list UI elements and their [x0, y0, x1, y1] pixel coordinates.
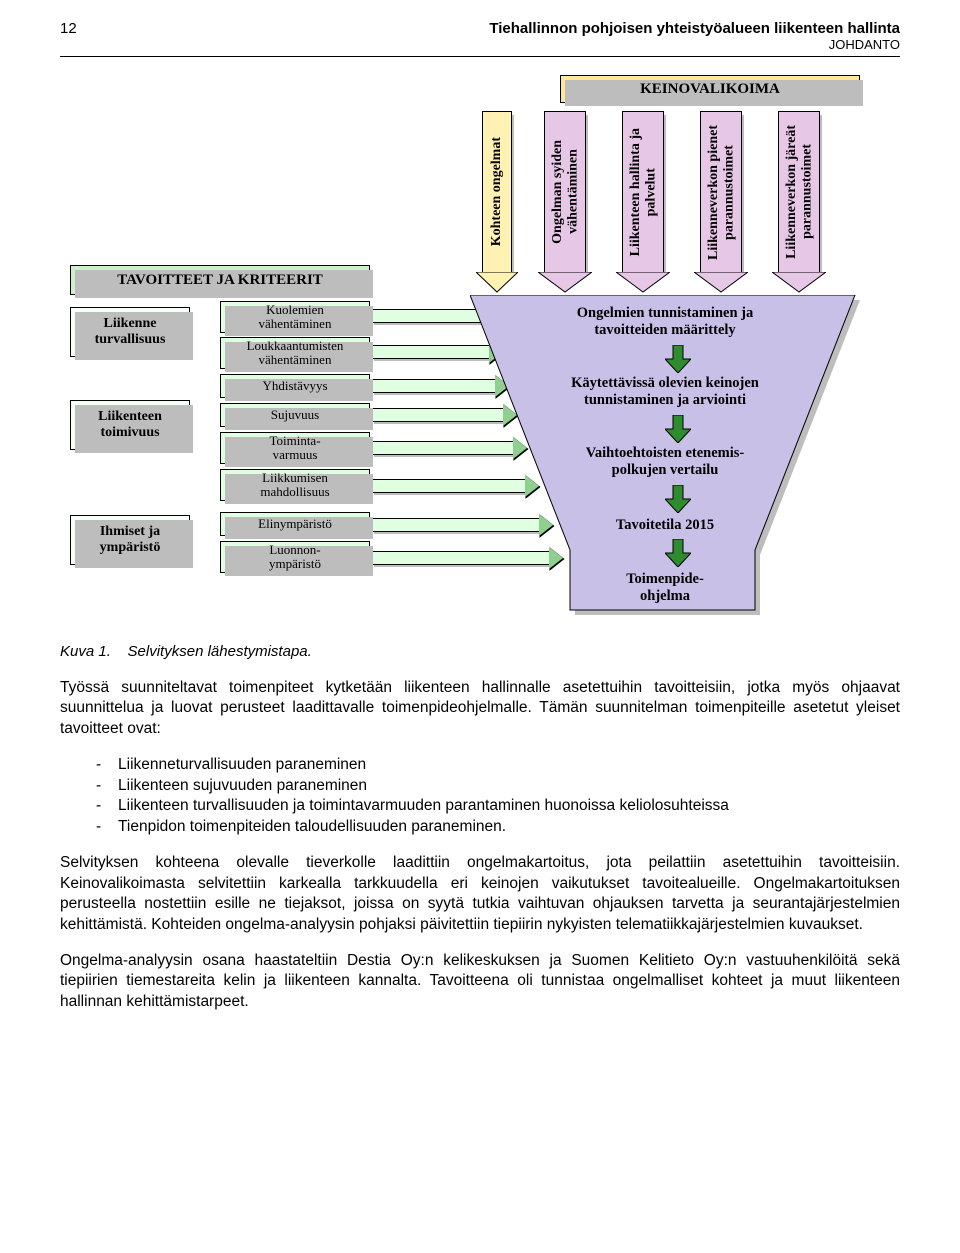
caption-prefix: Kuva 1.	[60, 643, 111, 660]
criteria-label: Yhdistävyys	[263, 379, 328, 393]
category-label: Ihmiset ja ympäristö	[100, 524, 161, 556]
category-box: Ihmiset ja ympäristö	[70, 515, 190, 565]
paragraph: Selvityksen kohteena olevalle tieverkoll…	[60, 853, 900, 935]
vertical-arrow: Kohteen ongelmat	[482, 111, 512, 291]
criteria-box: Kuolemien vähentäminen	[220, 301, 370, 333]
top-section-header: KEINOVALIKOIMA	[560, 75, 860, 103]
criteria-label: Kuolemien vähentäminen	[259, 303, 332, 332]
category-label: Liikenteen toimivuus	[98, 409, 162, 441]
funnel-step-label: Tavoitetila 2015	[470, 517, 860, 534]
criteria-label: Loukkaantumisten vähentäminen	[247, 339, 344, 368]
paragraph: Työssä suunniteltavat toimenpiteet kytke…	[60, 678, 900, 739]
left-section-header: TAVOITTEET JA KRITEERIT	[70, 265, 370, 295]
vertical-arrow: Liikenneverkon järeät parannustoimet	[778, 111, 820, 291]
goals-list: Liikenneturvallisuuden paraneminen Liike…	[96, 755, 900, 837]
vertical-arrow: Liikenneverkon pienet parannustoimet	[700, 111, 742, 291]
figure-caption: Kuva 1. Selvityksen lähestymistapa.	[60, 643, 900, 660]
funnel-step-label: Vaihtoehtoisten etenemis- polkujen verta…	[470, 445, 860, 478]
paragraph: Ongelma-analyysin osana haastateltiin De…	[60, 951, 900, 1012]
page-header: 12 Tiehallinnon pohjoisen yhteistyöaluee…	[60, 20, 900, 57]
diagram: TAVOITTEET JA KRITEERIT Liikenne turvall…	[70, 75, 890, 623]
category-box: Liikenteen toimivuus	[70, 400, 190, 450]
criteria-box: Loukkaantumisten vähentäminen	[220, 337, 370, 369]
criteria-box: Yhdistävyys	[220, 374, 370, 398]
criteria-label: Luonnon- ympäristö	[269, 543, 321, 572]
category-label: Liikenne turvallisuus	[95, 316, 166, 348]
criteria-box: Elinympäristö	[220, 512, 370, 536]
list-item: Liikenneturvallisuuden paraneminen	[96, 755, 900, 775]
caption-text: Selvityksen lähestymistapa.	[128, 643, 312, 660]
funnel-step-label: Käytettävissä olevien keinojen tunnistam…	[470, 375, 860, 408]
criteria-label: Liikkumisen mahdollisuus	[260, 471, 329, 500]
criteria-box: Toiminta- varmuus	[220, 432, 370, 464]
funnel-step-label: Toimenpide- ohjelma	[470, 571, 860, 604]
list-item: Liikenteen turvallisuuden ja toimintavar…	[96, 796, 900, 816]
vertical-arrow-label: Liikenneverkon pienet parannustoimet	[706, 125, 737, 260]
criteria-box: Luonnon- ympäristö	[220, 541, 370, 573]
criteria-label: Elinympäristö	[258, 517, 332, 531]
list-item: Tienpidon toimenpiteiden taloudellisuude…	[96, 817, 900, 837]
top-section-header-label: KEINOVALIKOIMA	[640, 81, 780, 98]
page-number: 12	[60, 20, 100, 37]
vertical-arrow-label: Liikenneverkon järeät parannustoimet	[784, 125, 815, 259]
vertical-arrow-label: Ongelman syiden vähentäminen	[550, 140, 581, 244]
header-title: Tiehallinnon pohjoisen yhteistyöalueen l…	[100, 20, 900, 37]
vertical-arrow-label: Kohteen ongelmat	[489, 137, 504, 246]
document-page: 12 Tiehallinnon pohjoisen yhteistyöaluee…	[0, 0, 960, 1068]
category-box: Liikenne turvallisuus	[70, 307, 190, 357]
funnel: Ongelmien tunnistaminen ja tavoitteiden …	[470, 295, 860, 615]
vertical-arrow: Liikenteen hallinta ja palvelut	[622, 111, 664, 291]
criteria-box: Liikkumisen mahdollisuus	[220, 469, 370, 501]
funnel-step-label: Ongelmien tunnistaminen ja tavoitteiden …	[470, 305, 860, 338]
criteria-box: Sujuvuus	[220, 403, 370, 427]
header-subtitle: JOHDANTO	[100, 37, 900, 52]
criteria-label: Toiminta- varmuus	[269, 434, 320, 463]
criteria-label: Sujuvuus	[271, 408, 319, 422]
left-section-header-label: TAVOITTEET JA KRITEERIT	[117, 272, 323, 289]
list-item: Liikenteen sujuvuuden paraneminen	[96, 776, 900, 796]
vertical-arrow: Ongelman syiden vähentäminen	[544, 111, 586, 291]
vertical-arrow-label: Liikenteen hallinta ja palvelut	[628, 128, 659, 256]
